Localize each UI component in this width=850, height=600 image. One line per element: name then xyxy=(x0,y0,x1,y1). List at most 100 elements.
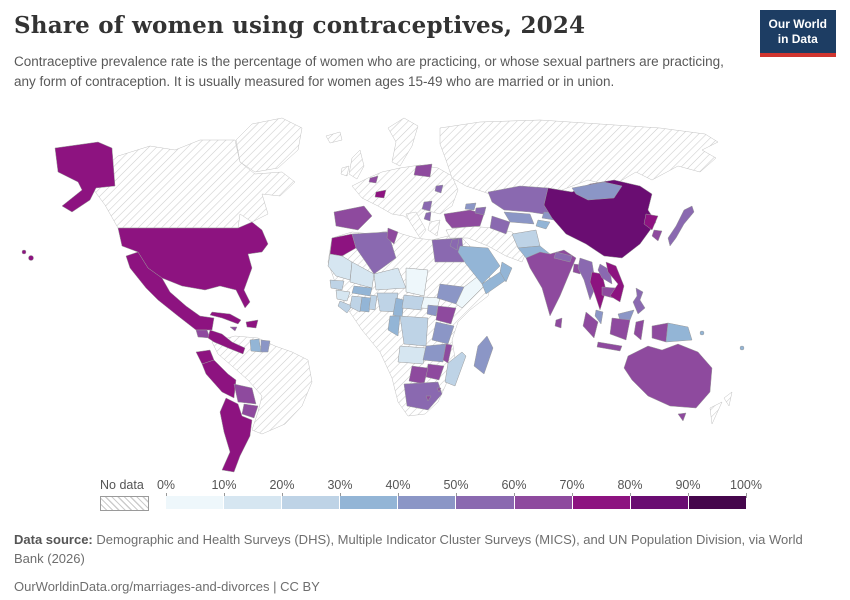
island-tasmania[interactable] xyxy=(677,412,687,422)
country-fiji[interactable] xyxy=(739,345,745,351)
country-eswatini[interactable] xyxy=(436,387,442,393)
country-guyana[interactable] xyxy=(249,338,262,353)
country-mexico[interactable] xyxy=(125,251,215,331)
country-new-zealand[interactable] xyxy=(723,391,733,407)
country-angola[interactable] xyxy=(397,345,427,365)
country-north-korea[interactable] xyxy=(643,213,659,231)
hawaii-island[interactable] xyxy=(21,249,27,255)
country-car[interactable] xyxy=(401,294,425,311)
indonesia-sulawesi[interactable] xyxy=(633,319,645,341)
country-alaska[interactable] xyxy=(54,141,116,213)
indonesia-sumatra[interactable] xyxy=(582,311,599,339)
country-morocco[interactable] xyxy=(329,233,357,257)
country-papua-new-guinea[interactable] xyxy=(665,322,693,343)
country-senegal[interactable] xyxy=(329,279,345,291)
country-spain-portugal[interactable] xyxy=(333,205,373,231)
country-malaysia-borneo[interactable] xyxy=(617,309,635,321)
legend-segment[interactable] xyxy=(688,496,746,509)
country-iceland[interactable] xyxy=(325,131,343,144)
country-cote-divoire[interactable] xyxy=(349,295,363,313)
country-azerbaijan[interactable] xyxy=(474,206,487,216)
country-zambia[interactable] xyxy=(422,343,447,363)
country-congo-gabon[interactable] xyxy=(387,315,401,337)
country-solomon-islands[interactable] xyxy=(699,330,705,336)
citation-link[interactable]: OurWorldinData.org/marriages-and-divorce… xyxy=(14,578,320,594)
country-cuba[interactable] xyxy=(209,311,242,325)
country-paraguay[interactable] xyxy=(241,403,259,419)
indonesia-java[interactable] xyxy=(596,341,623,352)
country-guinea[interactable] xyxy=(335,289,351,302)
indonesia-papua[interactable] xyxy=(651,322,669,343)
country-tanzania[interactable] xyxy=(431,321,455,345)
country-argentina-chile[interactable] xyxy=(219,397,253,473)
country-jordan[interactable] xyxy=(449,237,460,251)
country-united-kingdom[interactable] xyxy=(348,149,365,180)
country-madagascar[interactable] xyxy=(473,335,494,375)
country-guatemala[interactable] xyxy=(195,329,211,339)
country-peru[interactable] xyxy=(201,359,237,399)
country-china[interactable] xyxy=(543,179,657,259)
country-australia[interactable] xyxy=(623,343,713,409)
legend-segment[interactable] xyxy=(340,496,399,509)
country-moldova[interactable] xyxy=(434,184,444,194)
country-italy[interactable] xyxy=(405,211,427,239)
country-india[interactable] xyxy=(525,249,577,317)
country-malaysia-peninsula[interactable] xyxy=(594,309,604,325)
country-myanmar[interactable] xyxy=(577,257,597,301)
country-burkina-faso[interactable] xyxy=(351,285,373,297)
legend-segment[interactable] xyxy=(514,496,573,509)
country-serbia[interactable] xyxy=(421,200,433,212)
country-albania[interactable] xyxy=(423,211,432,222)
country-tunisia[interactable] xyxy=(386,227,399,245)
country-belarus[interactable] xyxy=(413,163,433,178)
country-mongolia[interactable] xyxy=(571,181,623,201)
legend-segment[interactable] xyxy=(630,496,689,509)
legend-segment[interactable] xyxy=(282,496,341,509)
country-greenland[interactable] xyxy=(235,117,303,173)
country-algeria[interactable] xyxy=(351,231,397,275)
country-suriname[interactable] xyxy=(260,339,271,353)
country-bolivia[interactable] xyxy=(233,383,257,405)
country-ghana[interactable] xyxy=(359,296,372,313)
country-south-korea[interactable] xyxy=(651,229,663,242)
country-switzerland[interactable] xyxy=(374,189,387,199)
country-nepal[interactable] xyxy=(553,251,573,263)
country-sierra-leone[interactable] xyxy=(337,300,353,314)
country-greece[interactable] xyxy=(427,219,441,237)
country-uganda[interactable] xyxy=(426,304,439,317)
central-america[interactable] xyxy=(207,329,246,355)
country-jamaica[interactable] xyxy=(229,326,238,332)
country-philippines[interactable] xyxy=(632,287,646,315)
country-new-zealand-south[interactable] xyxy=(709,401,723,425)
owid-logo[interactable]: Our World in Data xyxy=(759,10,836,57)
legend-segment[interactable] xyxy=(224,496,283,509)
country-oman[interactable] xyxy=(499,261,513,283)
europe-no-data[interactable] xyxy=(351,164,459,223)
country-japan[interactable] xyxy=(667,205,695,247)
country-tajikistan[interactable] xyxy=(535,219,551,230)
country-lesotho[interactable] xyxy=(425,395,432,402)
country-turkey[interactable] xyxy=(443,209,485,229)
country-ireland[interactable] xyxy=(340,165,350,177)
country-togo-benin[interactable] xyxy=(368,294,378,311)
country-sri-lanka[interactable] xyxy=(554,317,563,329)
country-uzbekistan[interactable] xyxy=(503,211,535,225)
country-chad[interactable] xyxy=(405,267,429,297)
country-vietnam[interactable] xyxy=(605,261,625,303)
country-georgia[interactable] xyxy=(464,202,477,211)
country-mozambique[interactable] xyxy=(444,351,467,387)
island-hispaniola[interactable] xyxy=(245,319,259,329)
legend-segment[interactable] xyxy=(166,496,225,509)
legend-segment[interactable] xyxy=(456,496,515,509)
legend-color-bar[interactable] xyxy=(166,496,746,509)
indonesia-kalimantan[interactable] xyxy=(609,317,631,341)
country-russia[interactable] xyxy=(439,119,719,199)
scandinavia-no-data[interactable] xyxy=(387,117,419,167)
country-belgium[interactable] xyxy=(368,175,379,184)
hawaii-island-2[interactable] xyxy=(28,255,34,261)
country-turkmenistan[interactable] xyxy=(489,215,511,235)
country-drc[interactable] xyxy=(399,315,429,347)
country-south-africa[interactable] xyxy=(403,381,443,411)
legend-segment[interactable] xyxy=(398,496,457,509)
country-kenya[interactable] xyxy=(435,305,457,325)
